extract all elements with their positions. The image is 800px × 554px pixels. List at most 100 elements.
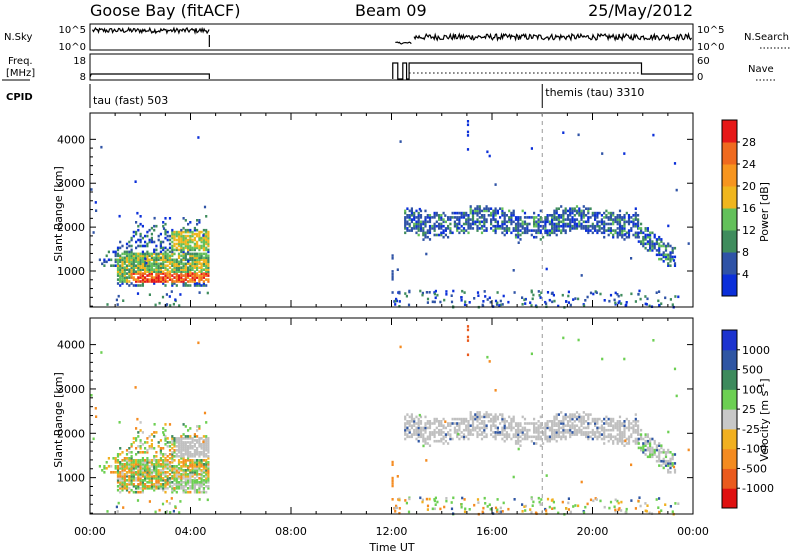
power-cell [575, 211, 579, 215]
power-cell [490, 220, 493, 224]
velocity-cell [177, 459, 181, 462]
power-cell [422, 220, 425, 224]
power-cell [436, 293, 439, 297]
velocity-cell [426, 426, 429, 430]
velocity-cell [463, 510, 467, 513]
power-cell [114, 260, 117, 264]
power-cell [180, 258, 183, 262]
velocity-cell [137, 477, 140, 480]
power-cell [184, 252, 187, 256]
velocity-cell [408, 428, 411, 432]
velocity-cell [658, 459, 661, 463]
power-cell [168, 260, 172, 264]
power-cell [180, 276, 183, 279]
power-cell [637, 231, 640, 235]
power-cell [514, 222, 518, 226]
velocity-cell [155, 481, 158, 484]
velocity-cell [553, 424, 556, 427]
velocity-cell [413, 422, 416, 425]
velocity-cell [494, 420, 497, 423]
power-cell [476, 220, 479, 224]
power-cell [207, 232, 210, 236]
power-cell [417, 222, 420, 226]
velocity-cell [148, 459, 151, 462]
velocity-cell [146, 481, 149, 484]
power-cell [128, 256, 131, 260]
power-cell [584, 299, 587, 302]
power-cell [658, 235, 661, 239]
velocity-cell [116, 459, 120, 462]
power-cell [177, 252, 181, 256]
power-cell [128, 250, 131, 254]
velocity-cell [135, 471, 138, 474]
velocity-cell [624, 439, 627, 442]
freq-label-line1: Freq. [8, 56, 33, 67]
power-cell [607, 222, 610, 226]
velocity-cell [496, 426, 499, 430]
power-cell [202, 258, 205, 262]
velocity-cell [184, 449, 187, 452]
power-cell [182, 266, 185, 269]
power-cell [587, 207, 590, 210]
power-cell [177, 232, 181, 236]
velocity-cell [649, 455, 652, 459]
power-cell [546, 233, 549, 237]
power-cell [191, 264, 194, 267]
power-cell [141, 260, 144, 264]
velocity-cell [560, 431, 563, 434]
velocity-cell [532, 500, 535, 504]
velocity-cell [175, 449, 178, 452]
velocity-cell [155, 471, 158, 474]
velocity-cell [573, 431, 576, 434]
velocity-cell [644, 444, 647, 447]
power-cell [116, 262, 120, 266]
power-cell [578, 220, 581, 224]
velocity-cell [150, 461, 153, 464]
power-cell [562, 211, 565, 215]
velocity-cell [200, 481, 203, 484]
power-cell [180, 230, 183, 234]
power-cell [573, 207, 576, 210]
velocity-cell [171, 439, 174, 442]
velocity-cell [130, 445, 133, 448]
power-cell [182, 280, 185, 283]
power-cell [157, 262, 160, 266]
power-cell [553, 216, 556, 219]
power-cell [483, 214, 486, 217]
velocity-cell [462, 428, 466, 432]
velocity-cell [557, 511, 560, 515]
power-cell [609, 227, 612, 230]
power-cell [473, 297, 476, 300]
velocity-cell [148, 479, 151, 482]
velocity-cell [616, 428, 619, 432]
velocity-cell [128, 471, 131, 474]
velocity-cell [618, 437, 622, 441]
power-cell [492, 216, 495, 219]
velocity-cell [128, 490, 131, 494]
velocity-cell [189, 451, 192, 454]
velocity-cell [180, 451, 183, 454]
power-cell [177, 278, 181, 281]
velocity-cell [162, 479, 165, 482]
velocity-cell [157, 473, 160, 476]
velocity-cell [177, 455, 181, 458]
velocity-cell [419, 435, 423, 439]
velocity-cell [424, 422, 427, 425]
power-cell [569, 211, 572, 215]
velocity-cell [623, 431, 626, 434]
velocity-cell [569, 510, 572, 514]
power-cell [480, 216, 484, 219]
velocity-cell [537, 496, 540, 500]
power-cell [605, 216, 608, 219]
power-cell [168, 295, 171, 298]
power-cell [422, 229, 425, 232]
velocity-cell [415, 437, 418, 441]
velocity-cell [424, 437, 427, 441]
velocity-cell [469, 413, 472, 416]
velocity-cell [488, 360, 491, 363]
power-cell [634, 300, 637, 303]
velocity-cell [634, 417, 637, 421]
power-cell [207, 240, 210, 244]
power-cell [125, 266, 129, 269]
power-cell [119, 284, 122, 287]
